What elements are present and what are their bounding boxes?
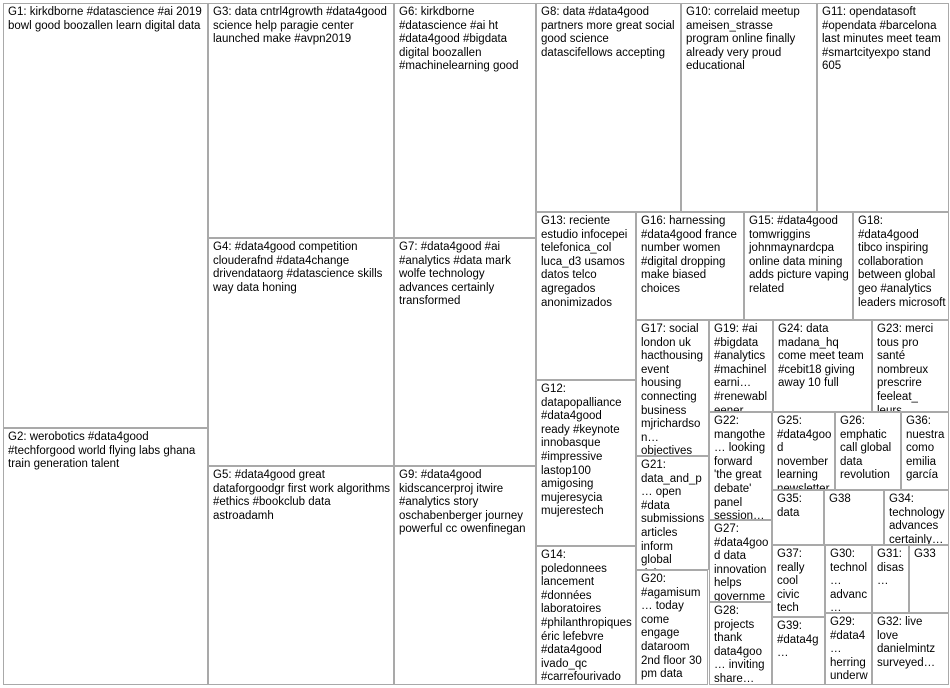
group-panel-g16: G16: harnessing #data4good france number… bbox=[636, 212, 744, 320]
group-panel-g39: G39: #data4g… bbox=[772, 617, 825, 685]
group-label-g11: G11: opendatasoft #opendata #barcelona l… bbox=[822, 6, 945, 73]
group-panel-g32: G32: live love danielmintz surveyed… bbox=[872, 613, 949, 685]
group-label-g7: G7: #data4good #ai #analytics #data mark… bbox=[399, 241, 515, 308]
group-label-g13: G13: reciente estudio infocepei telefoni… bbox=[541, 215, 631, 309]
group-panel-g4: G4: #data4good competition clouderafnd #… bbox=[208, 238, 394, 466]
group-label-g31: G31: disas… bbox=[877, 548, 906, 588]
group-label-g2: G2: werobotics #data4good #techforgood w… bbox=[8, 431, 199, 471]
group-label-g36: G36: nuestra como emilia garcía… bbox=[906, 415, 948, 490]
group-panel-g20: G20: #agamisum… today come engage dataro… bbox=[636, 570, 708, 685]
group-panel-g2: G2: werobotics #data4good #techforgood w… bbox=[3, 428, 208, 685]
group-panel-g24: G24: data madana_hq come meet team #cebi… bbox=[773, 320, 872, 412]
group-label-g22: G22: mangothe… looking forward 'the grea… bbox=[714, 415, 769, 520]
group-label-g14: G14: poledonnees lancement #données labo… bbox=[541, 549, 635, 684]
group-label-g39: G39: #data4g… bbox=[777, 620, 819, 660]
group-panel-g29: G29: #data4… herring underw… #iot… bbox=[825, 613, 872, 685]
group-label-g27: G27: #data4good data innovation helps go… bbox=[714, 523, 769, 602]
group-label-g16: G16: harnessing #data4good france number… bbox=[641, 215, 741, 295]
group-label-g9: G9: #data4good kidscancerproj itwire #an… bbox=[399, 469, 527, 536]
group-label-g20: G20: #agamisum… today come engage dataro… bbox=[641, 573, 705, 681]
group-panel-g27: G27: #data4good data innovation helps go… bbox=[709, 520, 772, 602]
group-panel-g19: G19: #ai #bigdata #analytics #machinelea… bbox=[709, 320, 773, 412]
group-label-g17: G17: social london uk hacthousing event … bbox=[641, 323, 707, 456]
group-label-g10: G10: correlaid meetup ameisen_strasse pr… bbox=[686, 6, 803, 73]
group-panel-g33: G33 bbox=[909, 545, 949, 613]
group-label-g35: G35: data bbox=[777, 493, 806, 519]
group-panel-g11: G11: opendatasoft #opendata #barcelona l… bbox=[817, 3, 949, 212]
group-panel-g5: G5: #data4good great dataforgoodgr first… bbox=[208, 466, 394, 685]
group-label-g19: G19: #ai #bigdata #analytics #machinelea… bbox=[714, 323, 768, 412]
group-label-g1: G1: kirkdborne #datascience #ai 2019 bow… bbox=[8, 6, 205, 32]
group-panel-g35: G35: data bbox=[772, 490, 824, 545]
group-panel-g9: G9: #data4good kidscancerproj itwire #an… bbox=[394, 466, 536, 685]
group-panel-g21: G21: data_and_p… open #data submissions … bbox=[636, 456, 709, 570]
group-panel-g3: G3: data cntrl4growth #data4good science… bbox=[208, 3, 394, 238]
group-panel-g8: G8: data #data4good partners more great … bbox=[536, 3, 681, 212]
group-panel-g34: G34: technology advances certainly… bbox=[884, 490, 949, 545]
group-panel-g23: G23: merci tous pro santé nombreux presc… bbox=[872, 320, 949, 412]
group-panel-g13: G13: reciente estudio infocepei telefoni… bbox=[536, 212, 636, 380]
group-panel-g15: G15: #data4good tomwriggins johnmaynardc… bbox=[744, 212, 853, 320]
group-label-g38: G38 bbox=[829, 493, 851, 505]
group-panel-g7: G7: #data4good #ai #analytics #data mark… bbox=[394, 238, 536, 466]
group-panel-g12: G12: datapopalliance #data4good ready #k… bbox=[536, 380, 636, 546]
group-label-g15: G15: #data4good tomwriggins johnmaynardc… bbox=[749, 215, 852, 295]
group-label-g6: G6: kirkdborne #datascience #ai ht #data… bbox=[399, 6, 519, 73]
group-label-g29: G29: #data4… herring underw… #iot… bbox=[830, 616, 868, 684]
group-panel-g22: G22: mangothe… looking forward 'the grea… bbox=[709, 412, 772, 520]
group-label-g5: G5: #data4good great dataforgoodgr first… bbox=[213, 469, 394, 522]
group-panel-g14: G14: poledonnees lancement #données labo… bbox=[536, 546, 636, 685]
group-label-g28: G28: projects thank data4goo… inviting s… bbox=[714, 605, 768, 685]
group-panel-g1: G1: kirkdborne #datascience #ai 2019 bow… bbox=[3, 3, 208, 428]
group-label-g25: G25: #data4good november learning newsle… bbox=[777, 415, 832, 490]
group-label-g23: G23: merci tous pro santé nombreux presc… bbox=[877, 323, 934, 412]
group-panel-g31: G31: disas… bbox=[872, 545, 909, 613]
group-label-g34: G34: technology advances certainly… bbox=[889, 493, 948, 545]
group-label-g26: G26: emphatic call global data revolutio… bbox=[840, 415, 895, 490]
group-label-g4: G4: #data4good competition clouderafnd #… bbox=[213, 241, 386, 294]
group-label-g30: G30: technol… advanc… certainly transfor… bbox=[830, 548, 868, 613]
group-label-g3: G3: data cntrl4growth #data4good science… bbox=[213, 6, 391, 46]
group-panel-g26: G26: emphatic call global data revolutio… bbox=[835, 412, 901, 490]
group-panel-g25: G25: #data4good november learning newsle… bbox=[772, 412, 835, 490]
group-label-g24: G24: data madana_hq come meet team #cebi… bbox=[778, 323, 867, 390]
group-label-g8: G8: data #data4good partners more great … bbox=[541, 6, 678, 59]
group-panel-g37: G37: really cool civic tech project… bbox=[772, 545, 825, 617]
group-panel-g17: G17: social london uk hacthousing event … bbox=[636, 320, 709, 456]
group-panel-g38: G38 bbox=[824, 490, 884, 545]
group-label-g21: G21: data_and_p… open #data submissions … bbox=[641, 459, 705, 569]
group-label-g12: G12: datapopalliance #data4good ready #k… bbox=[541, 383, 625, 518]
group-panel-g6: G6: kirkdborne #datascience #ai ht #data… bbox=[394, 3, 536, 238]
group-panel-g28: G28: projects thank data4goo… inviting s… bbox=[709, 602, 772, 685]
group-panel-g36: G36: nuestra como emilia garcía… bbox=[901, 412, 949, 490]
group-label-g32: G32: live love danielmintz surveyed… bbox=[877, 616, 939, 669]
group-label-g33: G33 bbox=[914, 548, 936, 560]
group-panel-g18: G18: #data4good tibco inspiring collabor… bbox=[853, 212, 949, 320]
group-label-g37: G37: really cool civic tech project… bbox=[777, 548, 812, 616]
group-panel-g10: G10: correlaid meetup ameisen_strasse pr… bbox=[681, 3, 817, 212]
group-label-g18: G18: #data4good tibco inspiring collabor… bbox=[858, 215, 946, 309]
group-panel-g30: G30: technol… advanc… certainly transfor… bbox=[825, 545, 872, 613]
